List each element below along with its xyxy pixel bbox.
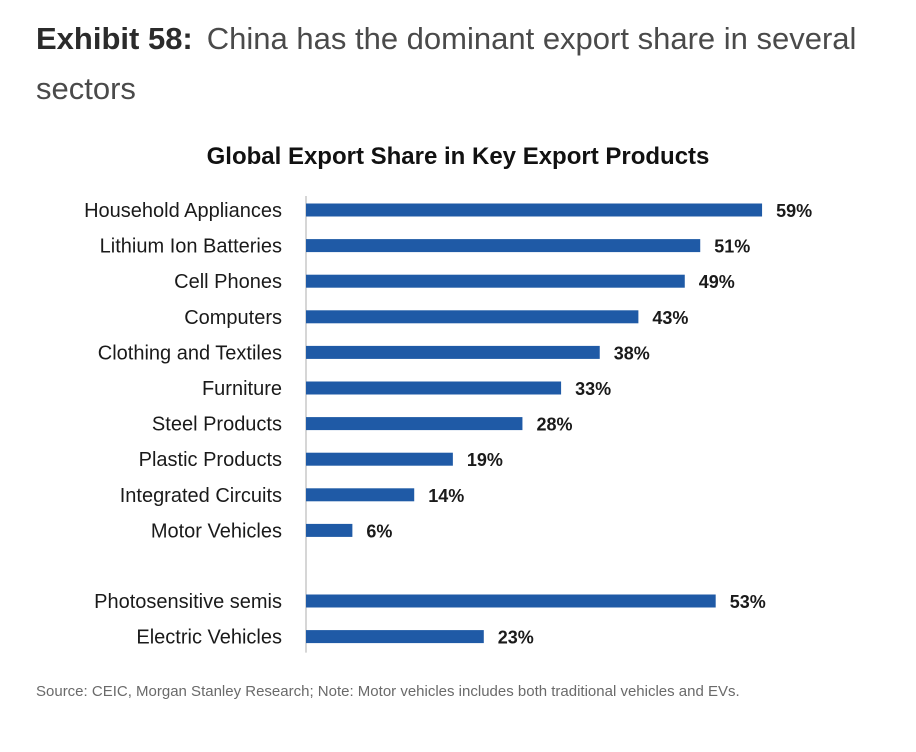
category-label: Furniture <box>202 378 282 400</box>
value-label: 23% <box>498 628 534 648</box>
category-label: Steel Products <box>152 414 282 436</box>
category-label: Household Appliances <box>84 200 282 222</box>
category-label: Computers <box>184 307 282 329</box>
bar <box>306 381 562 395</box>
bar-chart: Household Appliances 59% Lithium Ion Batte… <box>84 196 812 653</box>
bar <box>306 417 523 431</box>
category-label: Integrated Circuits <box>120 485 282 507</box>
value-label: 43% <box>652 308 688 328</box>
category-label: Photosensitive semis <box>94 591 282 613</box>
value-label: 49% <box>699 272 735 292</box>
value-label: 33% <box>575 379 611 399</box>
value-label: 28% <box>536 415 572 435</box>
category-label: Cell Phones <box>174 271 282 293</box>
category-label: Clothing and Textiles <box>98 342 282 364</box>
bar <box>306 310 639 324</box>
value-label: 51% <box>714 237 750 257</box>
bar <box>306 239 701 253</box>
value-label: 53% <box>730 592 766 612</box>
value-label: 6% <box>366 521 392 541</box>
value-label: 14% <box>428 486 464 506</box>
chart-title: Global Export Share in Key Export Produc… <box>206 143 710 170</box>
category-label: Motor Vehicles <box>151 520 282 542</box>
bar <box>306 274 685 288</box>
bar <box>306 203 763 217</box>
value-label: 19% <box>467 450 503 470</box>
category-label: Electric Vehicles <box>136 627 282 649</box>
exhibit-number: Exhibit 58: <box>36 21 193 56</box>
value-label: 38% <box>614 343 650 363</box>
bar <box>306 523 353 537</box>
category-label: Plastic Products <box>139 449 282 471</box>
category-label: Lithium Ion Batteries <box>100 236 282 258</box>
value-label: 59% <box>776 201 812 221</box>
bar <box>306 488 415 502</box>
bar <box>306 345 600 359</box>
exhibit-title: China has the dominant export share in s… <box>36 21 857 106</box>
bar <box>306 594 716 608</box>
exhibit-heading: Exhibit 58: China has the dominant export… <box>36 14 896 114</box>
bar <box>306 630 484 644</box>
bar <box>306 452 453 466</box>
source-note: Source: CEIC, Morgan Stanley Research; N… <box>36 683 740 700</box>
